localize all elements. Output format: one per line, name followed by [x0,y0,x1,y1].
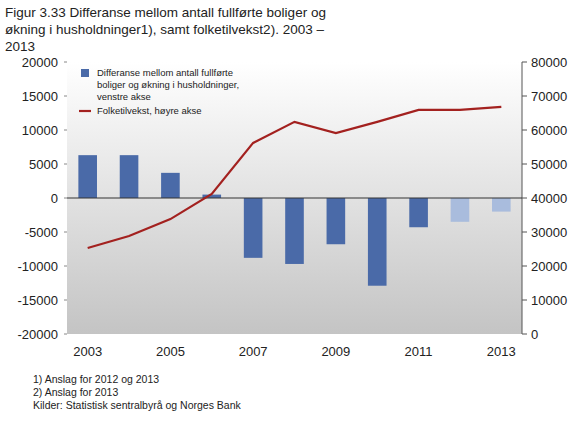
y2-tick [522,232,527,233]
y2-tick-label: 50000 [531,157,567,172]
legend-label: Folketilvekst, høyre akse [97,105,202,116]
bar [78,155,97,198]
y-tick [64,300,67,301]
legend-swatch [81,69,89,77]
y-tick-label: 5000 [29,157,58,172]
title: Figur 3.33 Differanse mellom antall full… [5,5,326,54]
x-tick-label: 2011 [405,344,433,359]
y-tick [64,164,67,165]
y2-tick-label: 30000 [531,225,567,240]
y-tick-label: 0 [51,191,58,206]
y2-tick [522,198,527,199]
x-tick-label: 2003 [73,344,102,359]
bar [368,198,387,286]
y-tick-label: -5000 [25,225,58,240]
y2-tick [522,62,527,63]
y-tick [64,96,67,97]
y2-tick [522,164,527,165]
y-tick [64,130,67,131]
legend-swatch [79,110,91,112]
y2-tick [522,300,527,301]
x-tick-label: 2013 [487,344,516,359]
legend-label: Differanse mellom antall fullførtebolige… [97,67,239,102]
y2-tick [522,130,527,131]
bar [327,198,346,244]
y2-tick-label: 20000 [531,259,567,274]
bar [492,198,511,212]
y-tick [64,62,67,63]
zero-line [67,198,522,199]
y-tick-label: 10000 [22,123,58,138]
y-tick-label: 15000 [22,89,58,104]
footnote: Kilder: Statistisk sentralbyrå og Norges… [33,399,242,411]
y2-tick-label: 70000 [531,89,567,104]
line [88,107,502,248]
bar [161,173,180,198]
y-tick [64,266,67,267]
y2-tick-label: 40000 [531,191,567,206]
y-tick [64,198,67,199]
y-tick [64,334,67,335]
plot-marks [67,107,522,286]
y2-tick-label: 0 [531,327,538,342]
y2-tick [522,96,527,97]
y2-tick-label: 80000 [531,55,567,70]
y-tick-label: -20000 [18,327,58,342]
y-tick-label: 20000 [22,55,58,70]
plot-background [67,62,522,334]
chart: Figur 3.33 Differanse mellom antall full… [0,0,587,424]
y2-tick-label: 60000 [531,123,567,138]
x-tick-label: 2005 [156,344,185,359]
bar [285,198,304,264]
bar [409,198,428,227]
y-tick [64,232,67,233]
footnote: 1) Anslag for 2012 og 2013 [33,373,159,385]
bar [244,198,263,258]
bar [120,155,139,198]
x-tick-label: 2007 [239,344,268,359]
y2-tick [522,266,527,267]
y2-tick-label: 10000 [531,293,567,308]
x-tick-label: 2009 [321,344,350,359]
bar [451,198,470,222]
footnote: 2) Anslag for 2013 [33,386,118,398]
y-tick-label: -15000 [18,293,58,308]
y-tick-label: -10000 [18,259,58,274]
y2-tick [522,334,527,335]
